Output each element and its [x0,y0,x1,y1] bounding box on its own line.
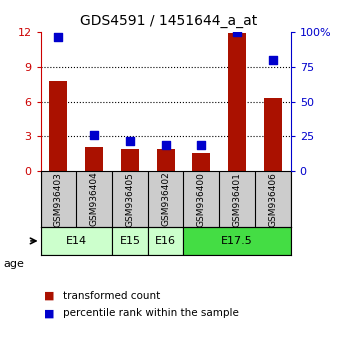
Text: GSM936405: GSM936405 [125,172,135,227]
Bar [157,149,174,171]
Text: age: age [3,259,24,269]
Text: GSM936406: GSM936406 [268,172,277,227]
Text: ■: ■ [44,291,54,301]
Point [163,142,168,148]
Point [56,35,61,40]
Text: E16: E16 [155,236,176,246]
Text: transformed count: transformed count [63,291,160,301]
Bar [49,81,67,171]
Text: GSM936403: GSM936403 [54,172,63,227]
Text: E17.5: E17.5 [221,236,253,246]
Bar [264,98,282,171]
Text: GSM936400: GSM936400 [197,172,206,227]
Text: ■: ■ [44,308,54,318]
Point [199,142,204,148]
Bar [121,149,139,171]
Text: GDS4591 / 1451644_a_at: GDS4591 / 1451644_a_at [80,14,258,28]
Bar [184,227,291,255]
Bar [112,227,148,255]
Text: percentile rank within the sample: percentile rank within the sample [63,308,238,318]
Bar [148,227,184,255]
Point [92,132,97,138]
Bar [228,33,246,171]
Point [270,57,275,63]
Bar [85,147,103,171]
Text: E15: E15 [119,236,140,246]
Point [234,29,240,35]
Bar [41,227,112,255]
Text: GSM936401: GSM936401 [233,172,242,227]
Text: GSM936404: GSM936404 [90,172,99,227]
Text: E14: E14 [66,236,87,246]
Text: GSM936402: GSM936402 [161,172,170,227]
Bar [192,153,210,171]
Point [127,138,132,143]
